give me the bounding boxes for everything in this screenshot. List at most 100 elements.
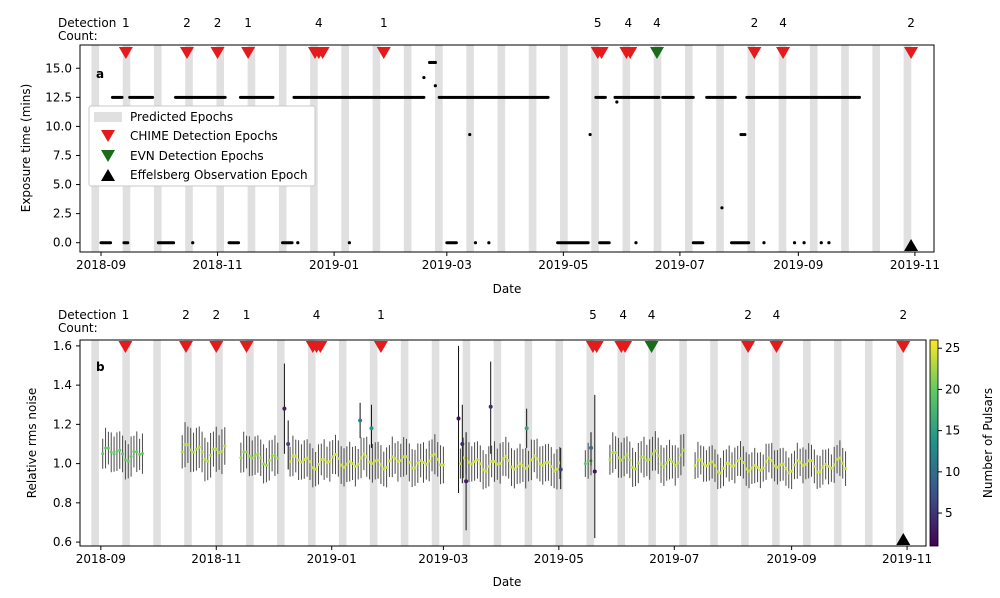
detection-count: 2 [212, 308, 220, 322]
noise-point [351, 461, 355, 465]
noise-point [305, 456, 309, 460]
noise-point [373, 459, 377, 463]
legend-evn-marker [101, 150, 115, 162]
noise-point [824, 462, 828, 466]
chime-detection-marker [776, 47, 791, 59]
x-tick-label: 2019-01 [309, 258, 359, 272]
noise-point [750, 466, 754, 470]
noise-point [648, 458, 652, 462]
noise-point [192, 450, 196, 454]
chime-detection-marker [594, 47, 609, 59]
chime-detection-marker [179, 47, 194, 59]
colorbar-tick-label: 10 [945, 465, 960, 479]
noise-point [770, 459, 774, 463]
noise-point [767, 456, 771, 460]
noise-point [339, 463, 343, 467]
y-tick-label: 1.6 [53, 339, 72, 353]
noise-errorbars [101, 345, 848, 539]
exposure-point [792, 241, 797, 245]
y-tick-label: 5.0 [53, 178, 72, 192]
x-axis-label-b: Date [493, 575, 522, 589]
chime-detection-marker [315, 47, 330, 59]
noise-point [273, 454, 277, 458]
noise-point [633, 467, 637, 471]
exposure-point [827, 241, 831, 245]
noise-point [586, 459, 590, 463]
predicted-epoch-band [803, 340, 811, 546]
effelsberg-marker-b [896, 533, 911, 545]
noise-point [359, 456, 363, 460]
noise-point [328, 460, 332, 464]
noise-point [727, 461, 731, 465]
noise-point [200, 450, 204, 454]
y-tick-label: 12.5 [45, 90, 72, 104]
noise-point [194, 447, 198, 451]
exposure-point [701, 241, 705, 245]
noise-point [761, 466, 765, 470]
noise-point [385, 465, 389, 469]
noise-point [206, 459, 210, 463]
x-tick-label: 2018-09 [76, 258, 126, 272]
noise-point [308, 460, 312, 464]
axes-frame-b [79, 339, 927, 547]
noise-point [724, 461, 728, 465]
noise-point [673, 463, 677, 467]
y-axis-label-a: Exposure time (mins) [19, 84, 33, 213]
x-tick-label: 2019-01 [307, 552, 357, 566]
noise-point [670, 460, 674, 464]
noise-point [784, 467, 788, 471]
noise-point [546, 460, 550, 464]
exposure-point [271, 95, 275, 99]
noise-point [642, 455, 646, 459]
noise-point [270, 454, 274, 458]
predicted-epoch-band [277, 340, 285, 546]
noise-point [815, 470, 819, 474]
noise-point [535, 457, 539, 461]
noise-point [490, 459, 494, 463]
x-ticks-b: 2018-09 2018-11 2019-01 2019-03 2019-05 2019-… [76, 546, 932, 566]
noise-point [242, 450, 246, 454]
y-tick-label: 1.0 [53, 457, 72, 471]
predicted-epoch-band [679, 340, 687, 546]
axes-frame-a [79, 44, 935, 253]
noise-point [282, 406, 287, 411]
predicted-epoch-band [778, 45, 787, 252]
noise-point [419, 459, 423, 463]
chime-detection-marker [741, 341, 756, 353]
noise-point [382, 467, 386, 471]
chime-detection-marker [209, 341, 224, 353]
noise-point [832, 463, 836, 467]
noise-point [741, 460, 745, 464]
noise-point [123, 458, 127, 462]
noise-point [470, 462, 474, 466]
panel-a: 0.02.55.07.510.012.515.0 2018-09 2018-11 2… [19, 16, 940, 296]
noise-point [608, 458, 612, 462]
y-tick-label: 0.8 [53, 496, 72, 510]
exposure-point [607, 241, 611, 245]
colorbar-tick-label: 15 [945, 424, 960, 438]
noise-point [264, 463, 268, 467]
noise-point [662, 465, 666, 469]
predicted-epoch-band [560, 45, 568, 252]
noise-point [396, 459, 400, 463]
x-tick-label: 2018-09 [76, 552, 126, 566]
noise-point [838, 456, 842, 460]
y-tick-label: 1.2 [53, 417, 72, 431]
chime-detection-marker [623, 47, 638, 59]
noise-point [239, 456, 243, 460]
exposure-point [691, 95, 695, 99]
noise-point [115, 450, 119, 454]
exposure-point [126, 241, 130, 245]
x-ticks-a: 2018-09 2018-11 2019-01 2019-03 2019-05 2019-… [76, 252, 940, 272]
detection-count: 5 [594, 16, 602, 30]
detection-count: 4 [653, 16, 661, 30]
exposure-point [454, 241, 458, 245]
exposure-point [151, 95, 155, 99]
predicted-epoch-band [653, 45, 662, 252]
noise-point [619, 458, 623, 462]
legend-label-evn: EVN Detection Epochs [130, 149, 264, 163]
predicted-epoch-band [864, 340, 873, 546]
legend-chime-marker [101, 130, 115, 142]
predicted-epoch-band [153, 340, 161, 546]
